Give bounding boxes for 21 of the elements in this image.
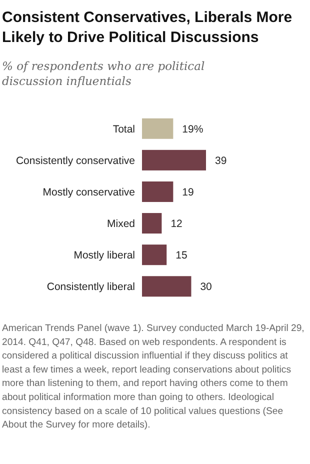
- bar: [142, 118, 174, 139]
- data-label: 39: [215, 154, 227, 167]
- bar: [142, 244, 167, 266]
- y-tick-label: Mixed: [106, 218, 136, 230]
- y-tick-label: Mostly liberal: [74, 250, 135, 262]
- data-label: 15: [176, 250, 188, 262]
- y-tick-label: Consistently conservative: [16, 154, 136, 167]
- data-label: 30: [200, 281, 212, 294]
- y-tick-label: Mostly conservative: [42, 186, 136, 198]
- bar: [142, 181, 174, 202]
- bar: [142, 150, 206, 170]
- data-label: 19: [182, 186, 194, 198]
- bar: [142, 213, 162, 234]
- data-label: 19%: [182, 123, 204, 136]
- y-tick-label: Consistently liberal: [46, 281, 135, 294]
- y-tick-label: Total: [112, 123, 135, 136]
- chart-title: Consistent Conservatives, Liberals More Likely to Drive Political Discussions: [2, 9, 292, 46]
- bar: [142, 276, 192, 297]
- data-label: 12: [170, 218, 183, 230]
- text: American Trends Panel (wave 1). Survey conducted March 19-April 29, 2014. Q41, Q47, Q48. Based on web respondents. A respondent is considered a political discussion influential if they discuss politics at least a few times a week, report leading conservations about politics more than listening to them, and report having others come to them about political information more than going to others. Ideological consistency based on a scale of 10 political values questions (See About the Survey for more details).: [2, 323, 304, 431]
- chart-subtitle: % of respondents who are political discussion influentials: [2, 59, 205, 88]
